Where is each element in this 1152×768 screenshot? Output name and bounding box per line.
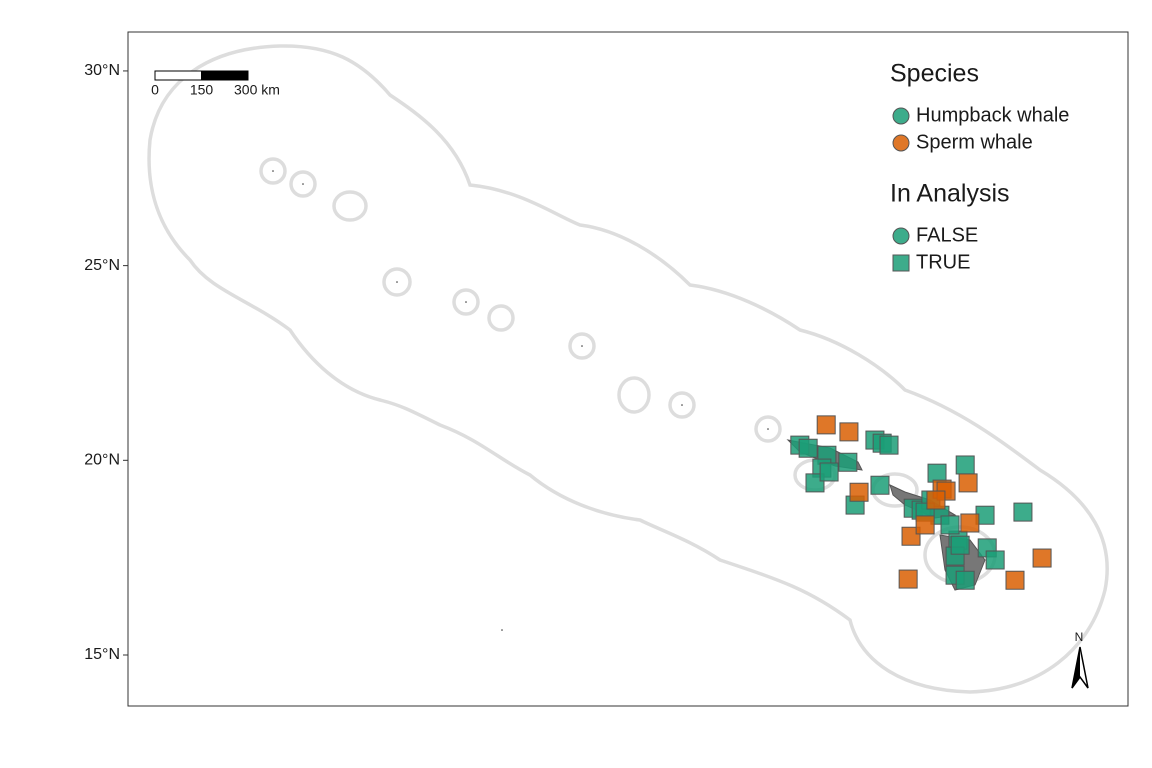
point [805,473,825,493]
point [1032,548,1052,568]
point [955,455,975,475]
legend-label: Sperm whale [916,131,1033,153]
legend: Species In Analysis Humpback whale Sperm … [890,60,1069,274]
scale-segment [154,70,202,81]
point [1005,570,1025,590]
point [879,435,899,455]
point [958,473,978,493]
scale-segment [201,70,249,81]
y-tick-label: 20°N [84,452,120,469]
scale-label: 150 [190,82,214,98]
point [915,515,935,535]
legend-label: TRUE [916,251,970,273]
point [798,438,818,458]
y-tick-label: 30°N [84,62,120,79]
north-label: N [1075,630,1084,644]
point [838,452,858,472]
y-tick-label: 15°N [84,646,120,663]
legend-title: In Analysis [890,180,1010,208]
point [870,475,890,495]
point [819,462,839,482]
points [790,415,1052,590]
point [839,422,859,442]
point [901,526,921,546]
legend-swatch [892,254,910,272]
y-axis: 15°N 20°N 25°N 30°N [84,62,128,663]
scale-label: 0 [151,82,159,98]
scale-bar: 0 150 300 km [151,70,280,98]
north-arrow: N [1071,630,1089,689]
point [940,515,960,535]
legend-label: Humpback whale [916,104,1069,126]
point [898,569,918,589]
legend-title: Species [890,60,979,88]
point [1013,502,1033,522]
point [849,482,869,502]
point [816,415,836,435]
point [950,535,970,555]
y-tick-label: 25°N [84,257,120,274]
panel [127,31,1129,707]
point [960,513,980,533]
point [955,570,975,590]
point [927,463,947,483]
legend-swatch [892,134,910,152]
point [985,550,1005,570]
scale-label: 300 km [234,82,280,98]
legend-swatch [892,107,910,125]
legend-swatch [892,227,910,245]
legend-label: FALSE [916,224,978,246]
point [926,490,946,510]
atoll-dots [272,170,769,631]
north-arrow-half [1072,647,1080,688]
